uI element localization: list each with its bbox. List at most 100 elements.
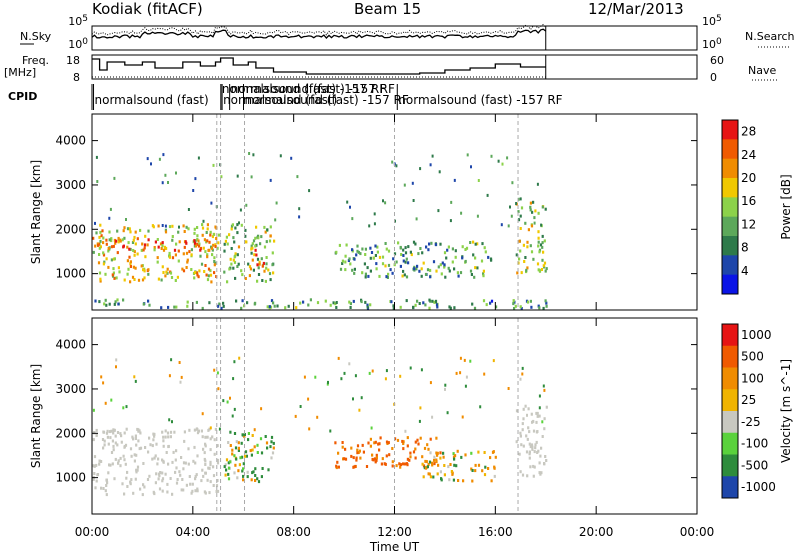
echo-cell — [147, 238, 150, 242]
echo-cell — [384, 377, 387, 381]
echo-cell — [429, 275, 432, 279]
echo-cell — [220, 306, 223, 310]
y-axis-label: Slant Range [km] — [29, 160, 43, 264]
colorbar-segment — [722, 476, 738, 499]
echo-cell — [453, 267, 456, 271]
echo-cell — [181, 478, 184, 481]
x-tick-label: 08:00 — [276, 525, 311, 539]
echo-cell — [226, 280, 229, 284]
echo-cell — [225, 235, 228, 239]
echo-cell — [97, 243, 100, 247]
echo-cell — [154, 240, 157, 244]
colorbar-tick-label: 4 — [741, 264, 749, 278]
echo-cell — [457, 274, 460, 278]
echo-cell — [399, 463, 402, 467]
echo-cell — [236, 476, 239, 480]
echo-cell — [196, 454, 199, 458]
echo-cell — [105, 478, 108, 482]
echo-cell — [375, 453, 378, 457]
echo-cell — [103, 443, 106, 447]
echo-cell — [240, 269, 243, 273]
echo-cell — [95, 155, 98, 159]
echo-cell — [402, 254, 405, 257]
echo-cell — [272, 446, 275, 450]
echo-cell — [222, 304, 225, 308]
echo-cell — [253, 445, 256, 449]
colorbar-tick-label: 100 — [741, 371, 764, 385]
echo-cell — [170, 276, 174, 279]
echo-cell — [212, 474, 216, 478]
echo-cell — [122, 406, 125, 410]
echo-cell — [271, 451, 275, 455]
echo-cell — [343, 371, 346, 375]
echo-cell — [435, 460, 438, 464]
echo-cell — [424, 466, 428, 470]
echo-cell — [242, 474, 245, 478]
echo-cell — [464, 248, 467, 251]
echo-cell — [526, 413, 528, 417]
echo-cell — [526, 240, 529, 244]
echo-cell — [204, 471, 207, 475]
echo-cell — [298, 207, 301, 211]
echo-cell — [166, 482, 169, 486]
echo-cell — [92, 438, 95, 442]
echo-cell — [431, 461, 434, 465]
echo-cell — [402, 462, 405, 466]
nave-tick-high: 60 — [710, 54, 724, 67]
echo-cell — [462, 479, 465, 483]
echo-cell — [465, 246, 469, 250]
echo-cell — [254, 244, 257, 248]
echo-cell — [112, 244, 115, 248]
echo-cell — [161, 479, 164, 483]
echo-cell — [476, 242, 479, 246]
echo-cell — [397, 241, 400, 245]
echo-cell — [509, 205, 511, 209]
echo-cell — [187, 447, 190, 451]
echo-cell — [541, 420, 544, 424]
echo-cell — [391, 464, 394, 468]
echo-cell — [233, 432, 237, 435]
colorbar-tick-label: -1000 — [741, 480, 776, 494]
echo-cell — [335, 464, 338, 468]
echo-cell — [378, 448, 381, 452]
echo-cell — [164, 274, 167, 278]
echo-cell — [233, 407, 236, 411]
colorbar-segment — [722, 389, 738, 412]
echo-cell — [279, 154, 282, 158]
echo-cell — [350, 454, 353, 458]
echo-cell — [119, 456, 122, 460]
echo-cell — [454, 454, 457, 458]
echo-cell — [542, 384, 545, 388]
echo-cell — [269, 305, 273, 309]
echo-cell — [470, 273, 473, 276]
echo-cell — [344, 260, 347, 264]
echo-cell — [243, 433, 246, 436]
echo-cell — [196, 234, 199, 238]
echo-cell — [193, 227, 196, 231]
echo-cell — [270, 456, 273, 460]
echo-cell — [367, 441, 370, 445]
echo-cell — [419, 406, 422, 410]
colorbar-tick-label: -500 — [741, 458, 768, 472]
echo-cell — [361, 247, 364, 251]
echo-cell — [98, 300, 101, 304]
colorbar-tick-label: -25 — [741, 415, 761, 429]
echo-cell — [107, 265, 110, 269]
echo-cell — [156, 462, 159, 466]
echo-cell — [406, 457, 409, 461]
echo-cell — [348, 362, 351, 366]
echo-cell — [402, 442, 405, 445]
echo-cell — [495, 305, 498, 309]
echo-cell — [265, 240, 268, 244]
echo-cell — [448, 269, 451, 273]
echo-cell — [147, 450, 150, 454]
echo-cell — [103, 260, 106, 264]
echo-cell — [150, 162, 152, 166]
echo-cell — [133, 278, 136, 281]
echo-cell — [111, 439, 114, 443]
echo-cell — [356, 444, 360, 448]
echo-cell — [433, 462, 436, 466]
echo-cell — [451, 472, 454, 476]
echo-cell — [533, 216, 536, 220]
echo-cell — [416, 299, 419, 303]
